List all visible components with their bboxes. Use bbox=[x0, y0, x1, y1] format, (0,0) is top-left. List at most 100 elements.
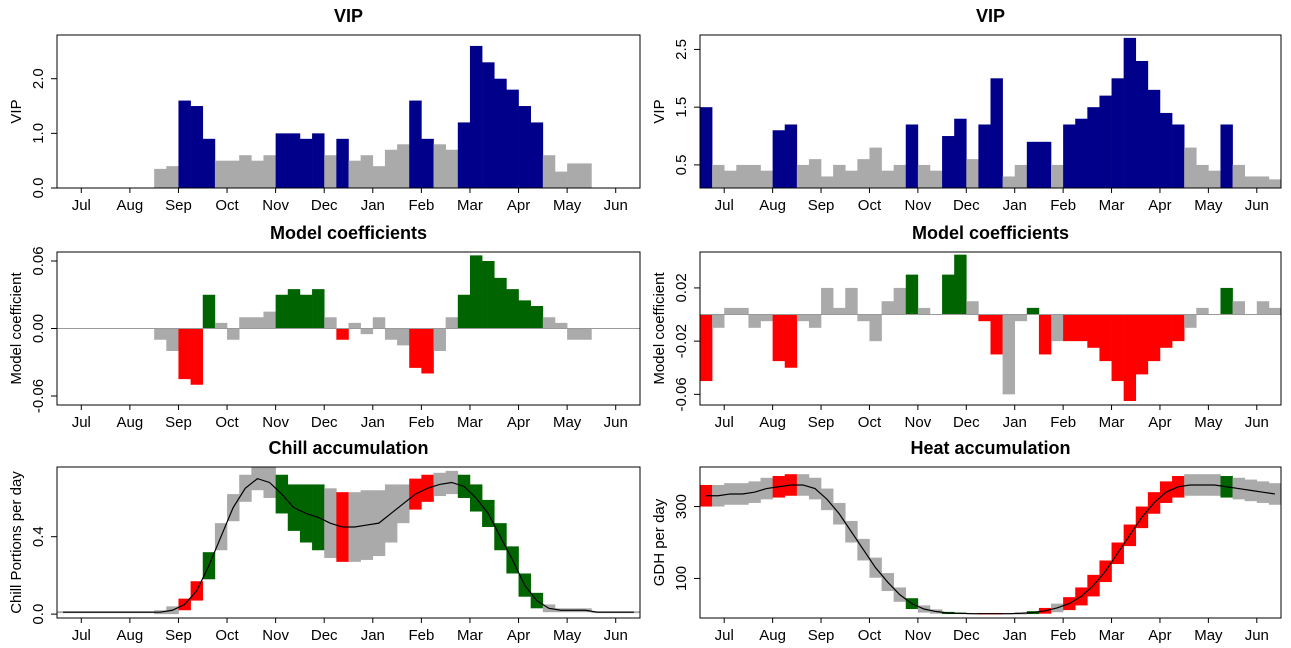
bar bbox=[312, 133, 325, 188]
bar bbox=[1184, 314, 1197, 328]
bar bbox=[881, 170, 894, 188]
bar bbox=[978, 124, 991, 188]
bar bbox=[251, 317, 264, 329]
y-axis-label: GDH per day bbox=[651, 498, 668, 586]
bar bbox=[554, 322, 568, 329]
bar bbox=[724, 170, 737, 188]
bar bbox=[1159, 314, 1173, 348]
bar bbox=[772, 130, 786, 188]
x-tick-label: Dec bbox=[953, 197, 980, 214]
x-tick-label: Jun bbox=[1245, 414, 1269, 431]
bar bbox=[433, 328, 446, 351]
bar bbox=[1256, 301, 1270, 315]
bar bbox=[1038, 314, 1052, 355]
bar bbox=[808, 159, 822, 188]
bar bbox=[421, 138, 434, 188]
bar bbox=[166, 328, 179, 351]
bar bbox=[457, 294, 471, 329]
bar bbox=[833, 307, 846, 315]
bar bbox=[482, 261, 495, 329]
x-tick-label: Jul bbox=[715, 197, 734, 214]
y-tick-label: 0.06 bbox=[30, 246, 47, 275]
bar bbox=[518, 106, 531, 188]
bar bbox=[336, 328, 349, 340]
bar bbox=[372, 166, 386, 188]
bar bbox=[1208, 170, 1221, 188]
bar bbox=[1087, 314, 1100, 348]
bar bbox=[1159, 112, 1173, 188]
bar bbox=[190, 328, 204, 385]
bar bbox=[760, 314, 773, 322]
x-tick-label: Jul bbox=[72, 627, 91, 644]
mean-line bbox=[706, 484, 1276, 615]
bar bbox=[1099, 314, 1112, 362]
x-tick-label: Jul bbox=[715, 627, 734, 644]
x-tick-label: Sep bbox=[808, 414, 835, 431]
bar bbox=[712, 164, 725, 188]
bar bbox=[784, 124, 798, 188]
bar bbox=[1111, 78, 1124, 188]
bar bbox=[579, 163, 592, 188]
bar bbox=[202, 294, 216, 329]
x-tick-label: Jul bbox=[715, 414, 734, 431]
bar bbox=[1220, 124, 1233, 188]
bar bbox=[966, 301, 979, 315]
bar bbox=[299, 294, 313, 329]
bar bbox=[1135, 60, 1149, 188]
x-tick-label: Nov bbox=[262, 627, 289, 644]
bar bbox=[384, 328, 398, 340]
bar bbox=[893, 287, 907, 315]
x-tick-label: Jan bbox=[361, 414, 385, 431]
x-tick-label: Aug bbox=[117, 197, 144, 214]
x-tick-label: Mar bbox=[1099, 627, 1125, 644]
bar bbox=[990, 78, 1003, 188]
bar bbox=[1147, 89, 1161, 188]
bar bbox=[542, 155, 556, 188]
bar bbox=[893, 164, 907, 188]
x-tick-label: May bbox=[553, 414, 582, 431]
bar bbox=[954, 254, 967, 315]
bar bbox=[857, 159, 870, 188]
bar bbox=[1268, 179, 1282, 188]
x-tick-label: Jun bbox=[604, 414, 628, 431]
sd-band bbox=[627, 611, 641, 614]
bar bbox=[397, 144, 410, 188]
x-tick-label: Apr bbox=[507, 414, 530, 431]
bar bbox=[324, 155, 337, 188]
bar bbox=[445, 149, 459, 188]
bar bbox=[506, 289, 519, 329]
x-tick-label: Oct bbox=[215, 627, 239, 644]
y-tick-label: 100 bbox=[673, 566, 690, 591]
y-tick-label: 0.4 bbox=[30, 526, 47, 547]
bar bbox=[808, 314, 822, 328]
x-tick-label: Nov bbox=[262, 414, 289, 431]
bar bbox=[360, 155, 374, 188]
x-tick-label: Nov bbox=[905, 414, 932, 431]
x-tick-label: Dec bbox=[953, 414, 980, 431]
panel-title: VIP bbox=[976, 6, 1005, 26]
x-tick-label: Jan bbox=[1003, 627, 1027, 644]
plot-frame bbox=[699, 466, 1282, 619]
bar bbox=[1051, 164, 1064, 188]
bar bbox=[239, 155, 252, 188]
x-tick-label: May bbox=[553, 197, 582, 214]
bar bbox=[1196, 307, 1209, 315]
bar bbox=[905, 274, 919, 315]
x-tick-label: Mar bbox=[1099, 414, 1125, 431]
bar bbox=[433, 144, 446, 188]
panel-title: VIP bbox=[334, 6, 363, 26]
bar bbox=[1075, 118, 1088, 188]
bar bbox=[833, 164, 846, 188]
y-tick-label: 1.0 bbox=[30, 123, 47, 144]
bar bbox=[1244, 176, 1258, 188]
x-tick-label: Mar bbox=[457, 414, 483, 431]
y-tick-label: 2.0 bbox=[30, 68, 47, 89]
bar bbox=[1123, 37, 1137, 188]
x-tick-label: Aug bbox=[117, 627, 144, 644]
bar bbox=[494, 277, 507, 329]
bar bbox=[227, 160, 240, 188]
bar bbox=[1232, 164, 1245, 188]
bar bbox=[530, 122, 544, 188]
x-tick-label: Apr bbox=[507, 627, 530, 644]
